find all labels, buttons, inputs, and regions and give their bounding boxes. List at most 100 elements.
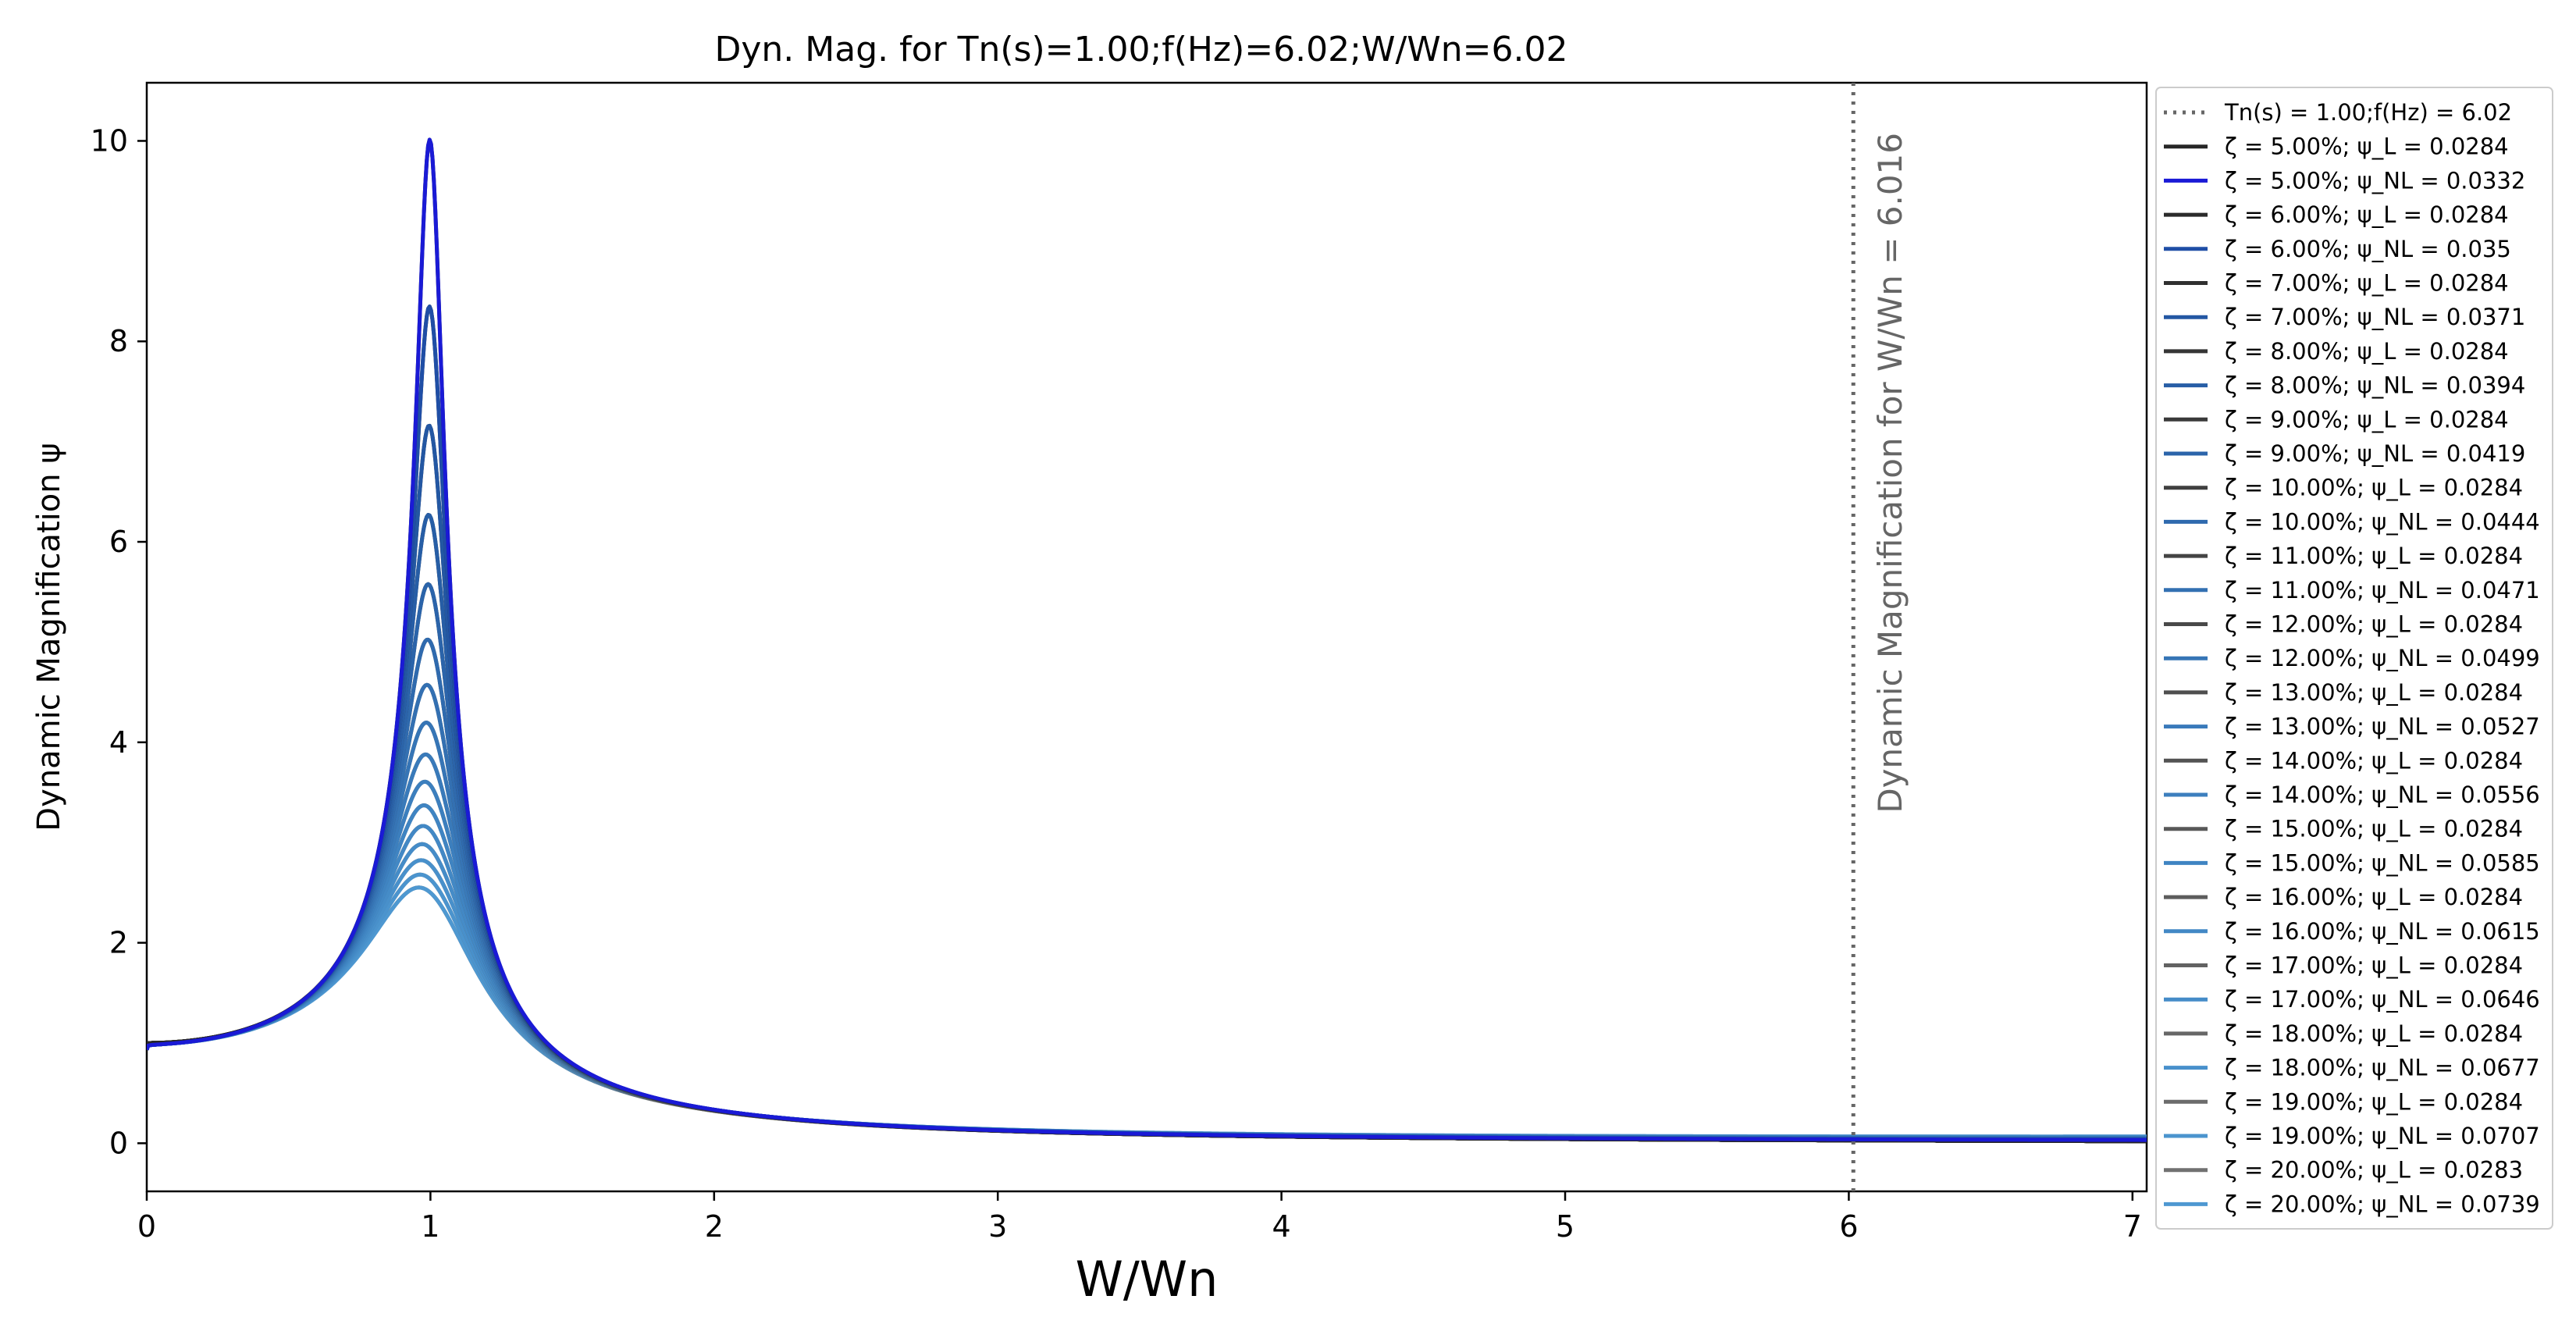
legend-label: ζ = 12.00%; ψ_NL = 0.0499 — [2225, 645, 2540, 671]
legend-item: ζ = 13.00%; ψ_L = 0.0284 — [2164, 679, 2523, 706]
series-line — [147, 137, 2147, 1142]
series-line — [147, 803, 2147, 1140]
series-line — [147, 885, 2147, 1139]
legend-item: ζ = 18.00%; ψ_NL = 0.0677 — [2164, 1055, 2540, 1081]
legend-item: ζ = 17.00%; ψ_NL = 0.0646 — [2164, 986, 2540, 1013]
x-tick-label: 7 — [2123, 1209, 2142, 1244]
legend-label: ζ = 9.00%; ψ_L = 0.0284 — [2225, 406, 2509, 433]
y-tick-label: 4 — [109, 725, 128, 760]
series-line — [147, 779, 2147, 1140]
legend-item: ζ = 14.00%; ψ_L = 0.0284 — [2164, 747, 2523, 774]
legend-item: ζ = 9.00%; ψ_NL = 0.0419 — [2164, 440, 2525, 467]
x-axis: 0 1 2 3 4 5 6 7 — [137, 1191, 2142, 1244]
plot-area: Dynamic Magnification for W/Wn = 6.016 — [145, 81, 2148, 1193]
legend-item: ζ = 8.00%; ψ_L = 0.0284 — [2164, 338, 2509, 365]
legend-item: ζ = 10.00%; ψ_NL = 0.0444 — [2164, 508, 2540, 535]
legend-label: ζ = 17.00%; ψ_NL = 0.0646 — [2225, 986, 2540, 1013]
legend-item: ζ = 18.00%; ψ_L = 0.0284 — [2164, 1020, 2523, 1047]
legend-item: ζ = 20.00%; ψ_L = 0.0283 — [2164, 1157, 2523, 1184]
legend-item: ζ = 17.00%; ψ_L = 0.0284 — [2164, 952, 2523, 979]
legend-label: ζ = 13.00%; ψ_L = 0.0284 — [2225, 679, 2523, 706]
legend-item: ζ = 11.00%; ψ_L = 0.0284 — [2164, 543, 2523, 569]
legend-label: ζ = 6.00%; ψ_L = 0.0284 — [2225, 201, 2509, 228]
legend-label: ζ = 16.00%; ψ_L = 0.0284 — [2225, 884, 2523, 910]
legend-label: ζ = 5.00%; ψ_NL = 0.0332 — [2225, 167, 2525, 194]
x-tick-label: 3 — [988, 1209, 1007, 1244]
x-tick-label: 6 — [1839, 1209, 1858, 1244]
y-axis: 0 2 4 6 8 10 — [91, 123, 147, 1160]
series-line — [147, 885, 2147, 1144]
y-tick-label: 0 — [109, 1126, 128, 1160]
legend-item: ζ = 8.00%; ψ_NL = 0.0394 — [2164, 372, 2525, 399]
legend-item: ζ = 16.00%; ψ_NL = 0.0615 — [2164, 918, 2540, 945]
x-tick-label: 1 — [421, 1209, 439, 1244]
chart-title: Dyn. Mag. for Tn(s)=1.00;f(Hz)=6.02;W/Wn… — [715, 30, 1568, 69]
series-line — [147, 824, 2147, 1144]
legend-item: ζ = 11.00%; ψ_NL = 0.0471 — [2164, 577, 2540, 603]
legend-label: ζ = 13.00%; ψ_NL = 0.0527 — [2225, 714, 2540, 740]
legend-label: ζ = 14.00%; ψ_NL = 0.0556 — [2225, 781, 2540, 808]
legend-label: ζ = 11.00%; ψ_L = 0.0284 — [2225, 543, 2523, 569]
legend-items: Tn(s) = 1.00;f(Hz) = 6.02 ζ = 5.00%; ψ_L … — [2164, 99, 2540, 1217]
legend-label: ζ = 20.00%; ψ_L = 0.0283 — [2225, 1157, 2523, 1184]
series-line — [147, 803, 2147, 1144]
y-tick-label: 8 — [109, 324, 128, 358]
legend-label: ζ = 17.00%; ψ_L = 0.0284 — [2225, 952, 2523, 979]
legend-label: ζ = 18.00%; ψ_NL = 0.0677 — [2225, 1055, 2540, 1081]
legend-label: ζ = 18.00%; ψ_L = 0.0284 — [2225, 1020, 2523, 1047]
legend-label: ζ = 11.00%; ψ_NL = 0.0471 — [2225, 577, 2540, 603]
legend-item: Tn(s) = 1.00;f(Hz) = 6.02 — [2164, 99, 2512, 126]
series-line — [147, 721, 2147, 1141]
y-tick-label: 6 — [109, 525, 128, 559]
legend: Tn(s) = 1.00;f(Hz) = 6.02 ζ = 5.00%; ψ_L … — [2155, 87, 2553, 1230]
y-tick-label: 2 — [109, 926, 128, 960]
legend-label: ζ = 14.00%; ψ_L = 0.0284 — [2225, 747, 2523, 774]
legend-label: Tn(s) = 1.00;f(Hz) = 6.02 — [2224, 99, 2512, 126]
legend-item: ζ = 12.00%; ψ_NL = 0.0499 — [2164, 645, 2540, 671]
plot-frame — [145, 81, 2148, 1193]
legend-label: ζ = 15.00%; ψ_NL = 0.0585 — [2225, 849, 2540, 876]
legend-item: ζ = 16.00%; ψ_L = 0.0284 — [2164, 884, 2523, 910]
legend-item: ζ = 10.00%; ψ_L = 0.0284 — [2164, 475, 2523, 501]
series-line — [147, 824, 2147, 1140]
legend-item: ζ = 19.00%; ψ_L = 0.0284 — [2164, 1088, 2523, 1115]
legend-item: ζ = 20.00%; ψ_NL = 0.0739 — [2164, 1191, 2540, 1217]
legend-label: ζ = 8.00%; ψ_NL = 0.0394 — [2225, 372, 2525, 399]
legend-label: ζ = 20.00%; ψ_NL = 0.0739 — [2225, 1191, 2540, 1217]
legend-label: ζ = 19.00%; ψ_NL = 0.0707 — [2225, 1123, 2540, 1149]
legend-label: ζ = 7.00%; ψ_L = 0.0284 — [2225, 270, 2509, 297]
legend-label: ζ = 10.00%; ψ_NL = 0.0444 — [2225, 508, 2540, 535]
legend-item: ζ = 6.00%; ψ_NL = 0.035 — [2164, 236, 2511, 262]
y-tick-label: 10 — [91, 123, 128, 158]
legend-item: ζ = 15.00%; ψ_NL = 0.0585 — [2164, 849, 2540, 876]
x-tick-label: 5 — [1556, 1209, 1574, 1244]
legend-item: ζ = 12.00%; ψ_L = 0.0284 — [2164, 611, 2523, 638]
reference-annotation: Dynamic Magnification for W/Wn = 6.016 — [1871, 133, 1909, 813]
legend-item: ζ = 5.00%; ψ_NL = 0.0332 — [2164, 167, 2525, 194]
series-line — [147, 752, 2147, 1141]
x-tick-label: 4 — [1272, 1209, 1291, 1244]
legend-item: ζ = 7.00%; ψ_L = 0.0284 — [2164, 270, 2509, 297]
legend-label: ζ = 5.00%; ψ_L = 0.0284 — [2225, 134, 2509, 160]
legend-label: ζ = 16.00%; ψ_NL = 0.0615 — [2225, 918, 2540, 945]
legend-item: ζ = 7.00%; ψ_NL = 0.0371 — [2164, 304, 2525, 330]
legend-item: ζ = 14.00%; ψ_NL = 0.0556 — [2164, 781, 2540, 808]
legend-frame — [2155, 87, 2553, 1230]
x-tick-label: 0 — [137, 1209, 156, 1244]
legend-label: ζ = 8.00%; ψ_L = 0.0284 — [2225, 338, 2509, 365]
legend-item: ζ = 19.00%; ψ_NL = 0.0707 — [2164, 1123, 2540, 1149]
legend-label: ζ = 9.00%; ψ_NL = 0.0419 — [2225, 440, 2525, 467]
legend-item: ζ = 15.00%; ψ_L = 0.0284 — [2164, 816, 2523, 842]
legend-label: ζ = 6.00%; ψ_NL = 0.035 — [2225, 236, 2511, 262]
legend-label: ζ = 12.00%; ψ_L = 0.0284 — [2225, 611, 2523, 638]
legend-label: ζ = 10.00%; ψ_L = 0.0284 — [2225, 475, 2523, 501]
x-axis-label: W/Wn — [1076, 1251, 1219, 1308]
legend-label: ζ = 19.00%; ψ_L = 0.0284 — [2225, 1088, 2523, 1115]
legend-label: ζ = 15.00%; ψ_L = 0.0284 — [2225, 816, 2523, 842]
series-layer — [147, 137, 2147, 1144]
x-tick-label: 2 — [705, 1209, 724, 1244]
legend-item: ζ = 13.00%; ψ_NL = 0.0527 — [2164, 714, 2540, 740]
legend-item: ζ = 9.00%; ψ_L = 0.0284 — [2164, 406, 2509, 433]
legend-item: ζ = 5.00%; ψ_L = 0.0284 — [2164, 134, 2509, 160]
